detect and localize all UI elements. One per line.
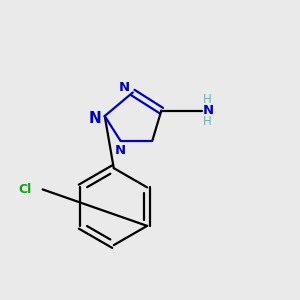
Text: N: N <box>119 80 130 94</box>
Text: Cl: Cl <box>18 183 31 196</box>
Text: N: N <box>88 111 101 126</box>
Text: H: H <box>203 116 212 128</box>
Text: N: N <box>115 144 126 158</box>
Text: N: N <box>203 104 214 117</box>
Text: H: H <box>203 93 212 106</box>
